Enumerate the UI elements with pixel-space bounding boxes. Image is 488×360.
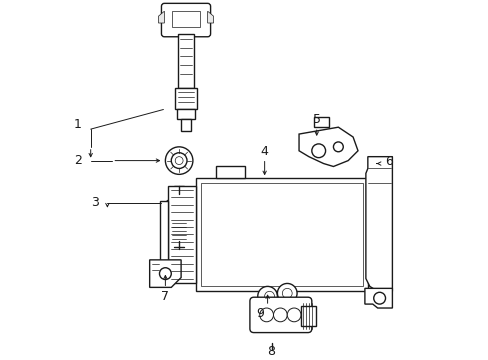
FancyBboxPatch shape <box>249 297 311 333</box>
Bar <box>201 183 362 287</box>
Bar <box>173 221 184 241</box>
Bar <box>301 306 315 326</box>
Text: 5: 5 <box>312 113 320 126</box>
Bar <box>367 264 379 282</box>
Bar <box>215 166 244 178</box>
Circle shape <box>282 288 291 298</box>
Text: 8: 8 <box>267 345 275 358</box>
Text: 1: 1 <box>74 118 81 131</box>
Circle shape <box>175 157 183 165</box>
Bar <box>178 34 193 88</box>
Text: 4: 4 <box>260 145 268 158</box>
Circle shape <box>165 147 192 174</box>
Polygon shape <box>167 194 191 221</box>
FancyBboxPatch shape <box>161 3 210 37</box>
Polygon shape <box>149 260 181 287</box>
Bar <box>367 188 379 206</box>
Circle shape <box>264 291 274 301</box>
Circle shape <box>159 268 171 279</box>
Text: 2: 2 <box>74 154 81 167</box>
Circle shape <box>286 308 301 322</box>
Bar <box>175 88 197 109</box>
Text: 7: 7 <box>161 290 169 303</box>
Bar <box>160 201 168 269</box>
Polygon shape <box>207 11 213 23</box>
Circle shape <box>333 142 343 152</box>
Circle shape <box>311 144 325 158</box>
Bar <box>168 186 196 283</box>
Text: 9: 9 <box>255 307 263 320</box>
Circle shape <box>257 287 277 306</box>
Polygon shape <box>313 117 328 127</box>
Bar <box>181 119 190 131</box>
Circle shape <box>277 283 297 303</box>
Polygon shape <box>364 288 391 308</box>
Polygon shape <box>158 11 164 23</box>
Bar <box>177 109 195 119</box>
Bar <box>174 186 183 194</box>
Text: 6: 6 <box>385 155 392 168</box>
Bar <box>172 11 200 27</box>
Text: 3: 3 <box>90 196 99 210</box>
Circle shape <box>259 308 273 322</box>
Circle shape <box>171 153 186 168</box>
Polygon shape <box>299 127 357 166</box>
Circle shape <box>273 308 286 322</box>
Bar <box>196 178 367 291</box>
Polygon shape <box>365 157 391 291</box>
Circle shape <box>373 292 385 304</box>
